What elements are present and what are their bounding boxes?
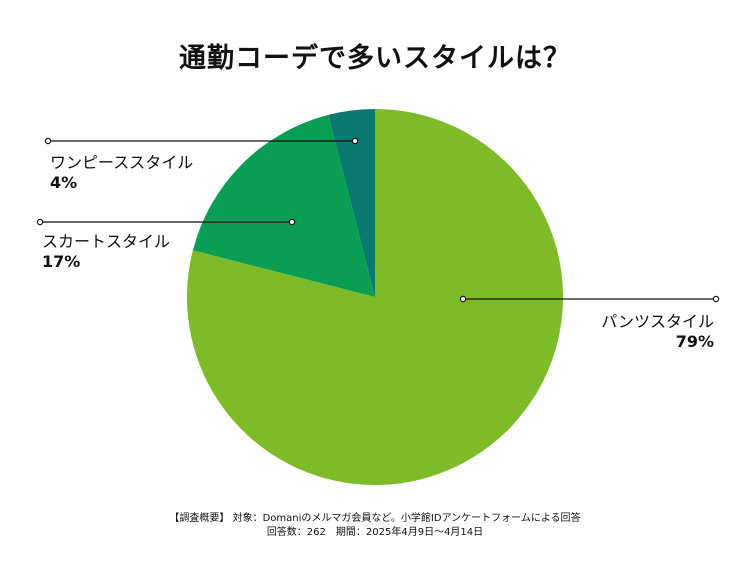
leader-line-skirt-end-dot xyxy=(288,218,296,226)
leader-line-skirt-start-dot xyxy=(36,218,44,226)
slice-value-onepiece: 4% xyxy=(50,173,78,192)
leader-line-onepiece-start-dot xyxy=(44,137,52,145)
footnote-line-1: 【調査概要】 対象：Domaniのメルマガ会員など。小学館IDアンケートフォーム… xyxy=(169,513,581,524)
slice-label-skirt: スカートスタイル 17% xyxy=(42,232,170,272)
slice-name-onepiece: ワンピーススタイル xyxy=(50,153,194,172)
slice-name-skirt: スカートスタイル xyxy=(42,232,171,251)
slice-name-pants: パンツスタイル xyxy=(601,312,714,331)
leader-line-pants-end-dot xyxy=(712,295,720,303)
survey-footnote: 【調査概要】 対象：Domaniのメルマガ会員など。小学館IDアンケートフォーム… xyxy=(0,512,750,540)
chart-title: 通勤コーデで多いスタイルは？ xyxy=(179,43,571,74)
footnote-line-2: 回答数：262 期間：2025年4月9日～4月14日 xyxy=(266,527,484,538)
pie-slice-skirt xyxy=(192,114,375,297)
leader-line-onepiece-end-dot xyxy=(351,137,359,145)
slice-label-onepiece: ワンピーススタイル 4% xyxy=(50,153,193,193)
pie-slice-onepiece xyxy=(328,109,375,297)
leader-line-pants-start-dot xyxy=(459,295,467,303)
slice-value-skirt: 17% xyxy=(42,252,81,271)
slice-value-pants: 79% xyxy=(675,332,714,351)
slice-label-pants: パンツスタイル 79% xyxy=(560,312,714,352)
